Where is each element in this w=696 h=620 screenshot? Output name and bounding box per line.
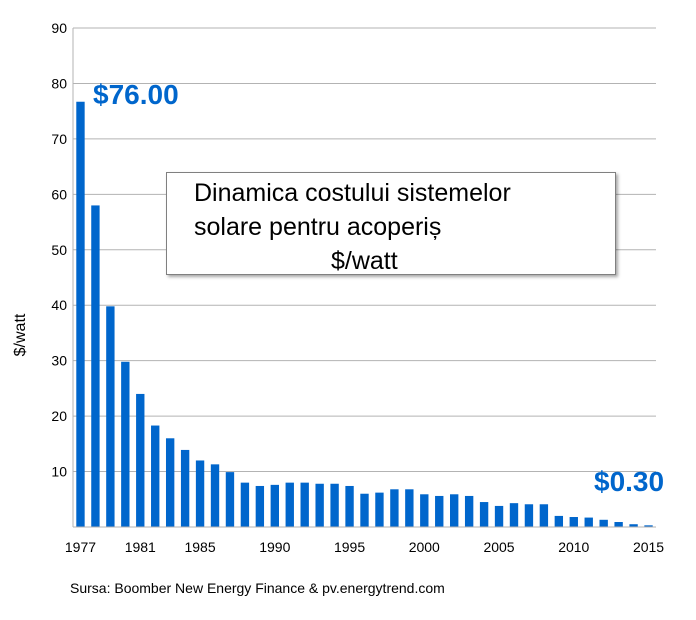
bar-1993 <box>315 483 324 527</box>
bar-1977 <box>76 101 85 527</box>
bar-2005 <box>494 505 504 527</box>
bar-2012 <box>599 519 608 527</box>
bar-1982 <box>151 425 160 527</box>
y-tick-label-70: 70 <box>51 131 67 147</box>
bar-1985 <box>195 460 205 527</box>
y-tick-label-20: 20 <box>51 408 67 424</box>
bar-1987 <box>225 472 235 527</box>
bar-2007 <box>524 504 534 527</box>
chart-title-line-2: solare pentru acoperiș <box>194 213 442 241</box>
bar-1979 <box>106 306 115 527</box>
bar-2013 <box>614 522 623 527</box>
x-tick-label-1995: 1995 <box>334 539 365 555</box>
x-tick-label-2010: 2010 <box>558 539 589 555</box>
y-tick-label-10: 10 <box>51 464 67 480</box>
annotation-start-value: $76.00 <box>93 79 179 110</box>
bar-2006 <box>509 503 519 527</box>
bar-2011 <box>584 517 593 527</box>
bar-1981 <box>136 393 145 527</box>
bar-1983 <box>165 438 175 527</box>
y-tick-label-50: 50 <box>51 242 67 258</box>
bar-2008 <box>539 504 549 527</box>
y-tick-label-30: 30 <box>51 353 67 369</box>
x-tick-label-1981: 1981 <box>125 539 156 555</box>
bar-2010 <box>569 517 578 527</box>
x-tick-label-1985: 1985 <box>184 539 215 555</box>
bar-2004 <box>479 502 489 527</box>
bar-2000 <box>420 494 429 527</box>
bar-2015 <box>644 525 653 527</box>
chart-title-box: Dinamica costului sistemelor solare pent… <box>166 172 616 275</box>
chart-title-line-1: Dinamica costului sistemelor <box>194 179 511 207</box>
bar-1984 <box>180 449 190 527</box>
bar-1978 <box>91 205 100 527</box>
x-tick-label-1977: 1977 <box>65 539 96 555</box>
chart-title-line-3: $/watt <box>331 247 398 275</box>
x-tick-label-2005: 2005 <box>483 539 514 555</box>
y-tick-label-40: 40 <box>51 297 67 313</box>
bar-1980 <box>121 361 130 527</box>
bar-1994 <box>330 483 339 527</box>
bar-1991 <box>285 482 294 527</box>
y-tick-label-60: 60 <box>51 186 67 202</box>
bar-1992 <box>300 482 309 527</box>
bar-2002 <box>450 494 459 527</box>
bar-1986 <box>210 464 220 527</box>
x-tick-label-2015: 2015 <box>633 539 664 555</box>
x-tick-label-2000: 2000 <box>409 539 440 555</box>
y-axis-tick-labels: 10 20 30 40 50 60 70 80 90 <box>51 20 67 480</box>
source-note: Sursa: Boomber New Energy Finance & pv.e… <box>70 580 445 596</box>
y-tick-label-90: 90 <box>51 20 67 36</box>
annotation-end-value: $0.30 <box>594 466 664 497</box>
bar-2001 <box>435 495 444 527</box>
y-tick-label-80: 80 <box>51 75 67 91</box>
bar-1989 <box>255 485 265 527</box>
bar-1990 <box>270 484 279 527</box>
x-tick-label-1990: 1990 <box>259 539 290 555</box>
bar-1999 <box>405 489 414 527</box>
y-axis-label: $/watt <box>12 313 29 356</box>
bar-1998 <box>390 489 399 527</box>
bar-2009 <box>554 515 564 527</box>
bars <box>76 101 653 527</box>
bar-1988 <box>240 482 250 527</box>
bar-2003 <box>464 495 474 527</box>
bar-1995 <box>345 485 354 527</box>
bar-2014 <box>629 524 638 527</box>
x-axis-tick-labels: 1977 1981 1985 1990 1995 2000 2005 2010 2015 <box>65 539 664 555</box>
bar-1996 <box>360 493 369 527</box>
bar-1997 <box>375 492 384 527</box>
